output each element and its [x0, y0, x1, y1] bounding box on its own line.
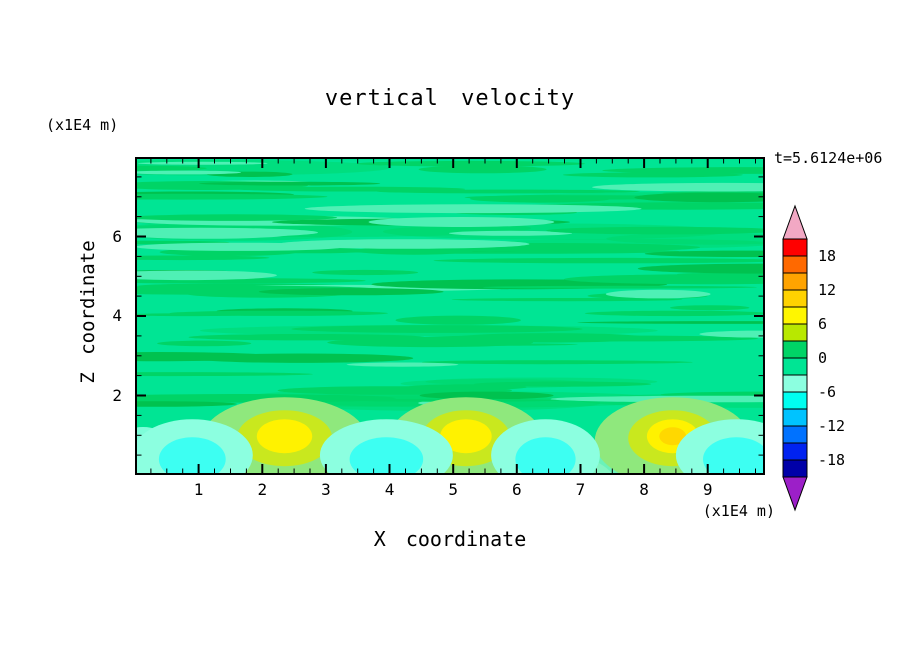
- colorbar-segment: [782, 272, 808, 291]
- colorbar-label: 6: [818, 315, 827, 333]
- colorbar-segment: [782, 323, 808, 342]
- colorbar-label: -6: [818, 383, 836, 401]
- colorbar-segment: [782, 289, 808, 308]
- contour-field: [135, 157, 765, 475]
- colorbar-label: 0: [818, 349, 827, 367]
- x-tick-labels: 1 2 3 4 5 6 7 8 9: [135, 480, 765, 502]
- colorbar-label: 12: [818, 281, 836, 299]
- x-tick-label: 1: [193, 480, 204, 499]
- colorbar-segment: [782, 306, 808, 325]
- x-tick-label: 3: [321, 480, 331, 499]
- x-tick-label: 2: [257, 480, 268, 499]
- x-axis-unit-label: (x1E4 m): [702, 502, 775, 520]
- y-tick-labels: 2 4 6: [84, 157, 122, 475]
- x-tick-label: 8: [639, 480, 649, 499]
- colorbar-segment: [782, 442, 808, 461]
- y-tick-label: 6: [112, 226, 122, 246]
- colorbar-under-arrow: [782, 476, 808, 512]
- colorbar-label: -18: [818, 451, 845, 469]
- colorbar-segment: [782, 408, 808, 427]
- x-axis-label: X coordinate: [373, 527, 527, 551]
- colorbar: 18 12 6 0 -6 -12 -18: [782, 204, 845, 512]
- colorbar-segment: [782, 425, 808, 444]
- y-tick-label: 4: [112, 306, 122, 325]
- colorbar-segment: [782, 374, 808, 393]
- colorbar-label: 18: [818, 247, 836, 265]
- colorbar-segment: [782, 459, 808, 478]
- colorbar-label: -12: [818, 417, 845, 435]
- y-axis-unit-label: (x1E4 m): [46, 116, 119, 134]
- x-tick-label: 5: [448, 480, 458, 499]
- axes-frame: [135, 157, 765, 475]
- x-tick-label: 7: [575, 480, 586, 499]
- colorbar-over-arrow: [782, 204, 808, 240]
- time-annotation: t=5.6124e+06: [774, 149, 883, 167]
- plot-area: [135, 157, 765, 475]
- plot-title: vertical velocity: [324, 86, 576, 111]
- y-tick-label: 2: [112, 385, 122, 405]
- colorbar-segment: [782, 238, 808, 257]
- colorbar-segment: [782, 340, 808, 359]
- colorbar-segment: [782, 255, 808, 274]
- colorbar-segment: [782, 391, 808, 410]
- x-tick-label: 9: [702, 480, 713, 499]
- x-tick-label: 6: [511, 480, 522, 499]
- x-tick-label: 4: [384, 480, 395, 499]
- colorbar-segment: [782, 357, 808, 376]
